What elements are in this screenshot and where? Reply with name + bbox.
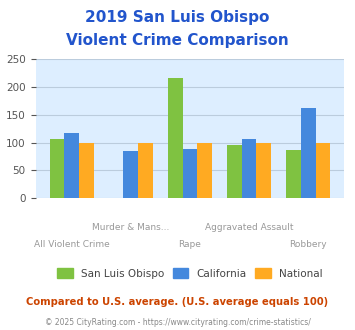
Bar <box>256 143 271 198</box>
Bar <box>286 150 301 198</box>
Bar <box>316 143 330 198</box>
Bar <box>242 139 256 198</box>
Bar <box>138 143 153 198</box>
Bar <box>197 143 212 198</box>
Text: Robbery: Robbery <box>289 240 327 249</box>
Bar <box>168 78 182 198</box>
Bar <box>64 133 79 198</box>
Text: All Violent Crime: All Violent Crime <box>34 240 110 249</box>
Legend: San Luis Obispo, California, National: San Luis Obispo, California, National <box>53 264 327 283</box>
Text: 2019 San Luis Obispo: 2019 San Luis Obispo <box>85 10 270 25</box>
Text: Compared to U.S. average. (U.S. average equals 100): Compared to U.S. average. (U.S. average … <box>26 297 329 307</box>
Bar <box>79 143 94 198</box>
Bar <box>50 139 64 198</box>
Text: Murder & Mans...: Murder & Mans... <box>92 223 169 232</box>
Bar <box>124 151 138 198</box>
Text: Aggravated Assault: Aggravated Assault <box>205 223 293 232</box>
Bar <box>301 108 316 198</box>
Bar <box>182 149 197 198</box>
Text: Violent Crime Comparison: Violent Crime Comparison <box>66 33 289 48</box>
Text: © 2025 CityRating.com - https://www.cityrating.com/crime-statistics/: © 2025 CityRating.com - https://www.city… <box>45 318 310 327</box>
Text: Rape: Rape <box>179 240 201 249</box>
Bar <box>227 145 242 198</box>
